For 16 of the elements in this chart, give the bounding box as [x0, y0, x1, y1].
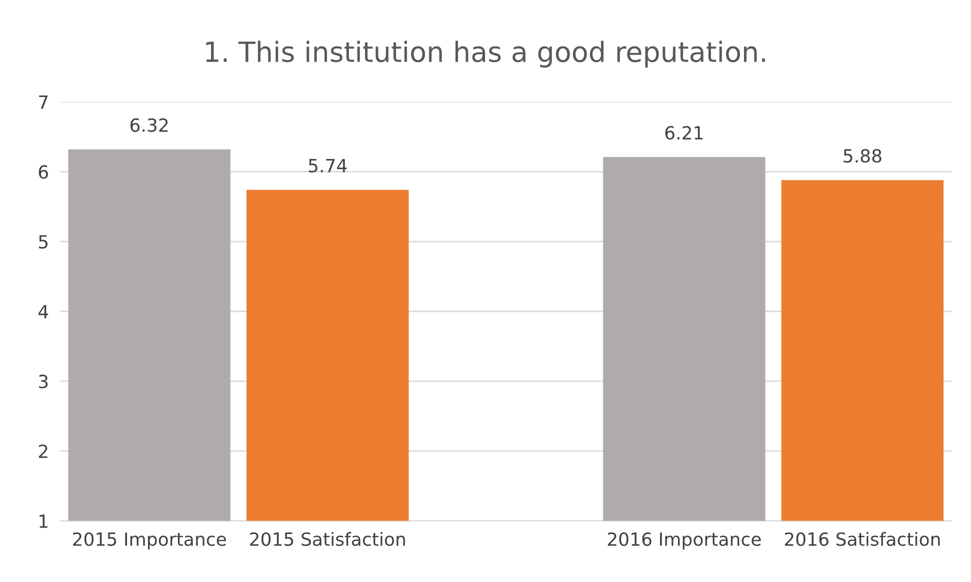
y-tick-label: 5 — [38, 235, 48, 249]
chart-title: 1. This institution has a good reputation. — [206, 40, 765, 68]
data-label: 6.32 — [130, 118, 168, 132]
y-tick-label: 2 — [38, 444, 48, 458]
x-tick-label: 2016 Importance — [608, 532, 761, 550]
data-label: 5.74 — [308, 159, 347, 172]
x-tick-label: 2015 Satisfaction — [250, 532, 405, 546]
x-tick-label: 2016 Satisfaction — [784, 532, 940, 546]
y-tick-label: 6 — [38, 165, 48, 179]
y-tick-label: 4 — [38, 305, 48, 318]
y-tick-label: 1 — [40, 514, 48, 528]
data-label: 5.88 — [844, 149, 882, 163]
data-label: 6.21 — [665, 126, 703, 140]
y-tick-label: 7 — [39, 96, 48, 109]
y-tick-label: 3 — [38, 374, 48, 388]
x-tick-label: 2015 Importance — [73, 532, 226, 550]
